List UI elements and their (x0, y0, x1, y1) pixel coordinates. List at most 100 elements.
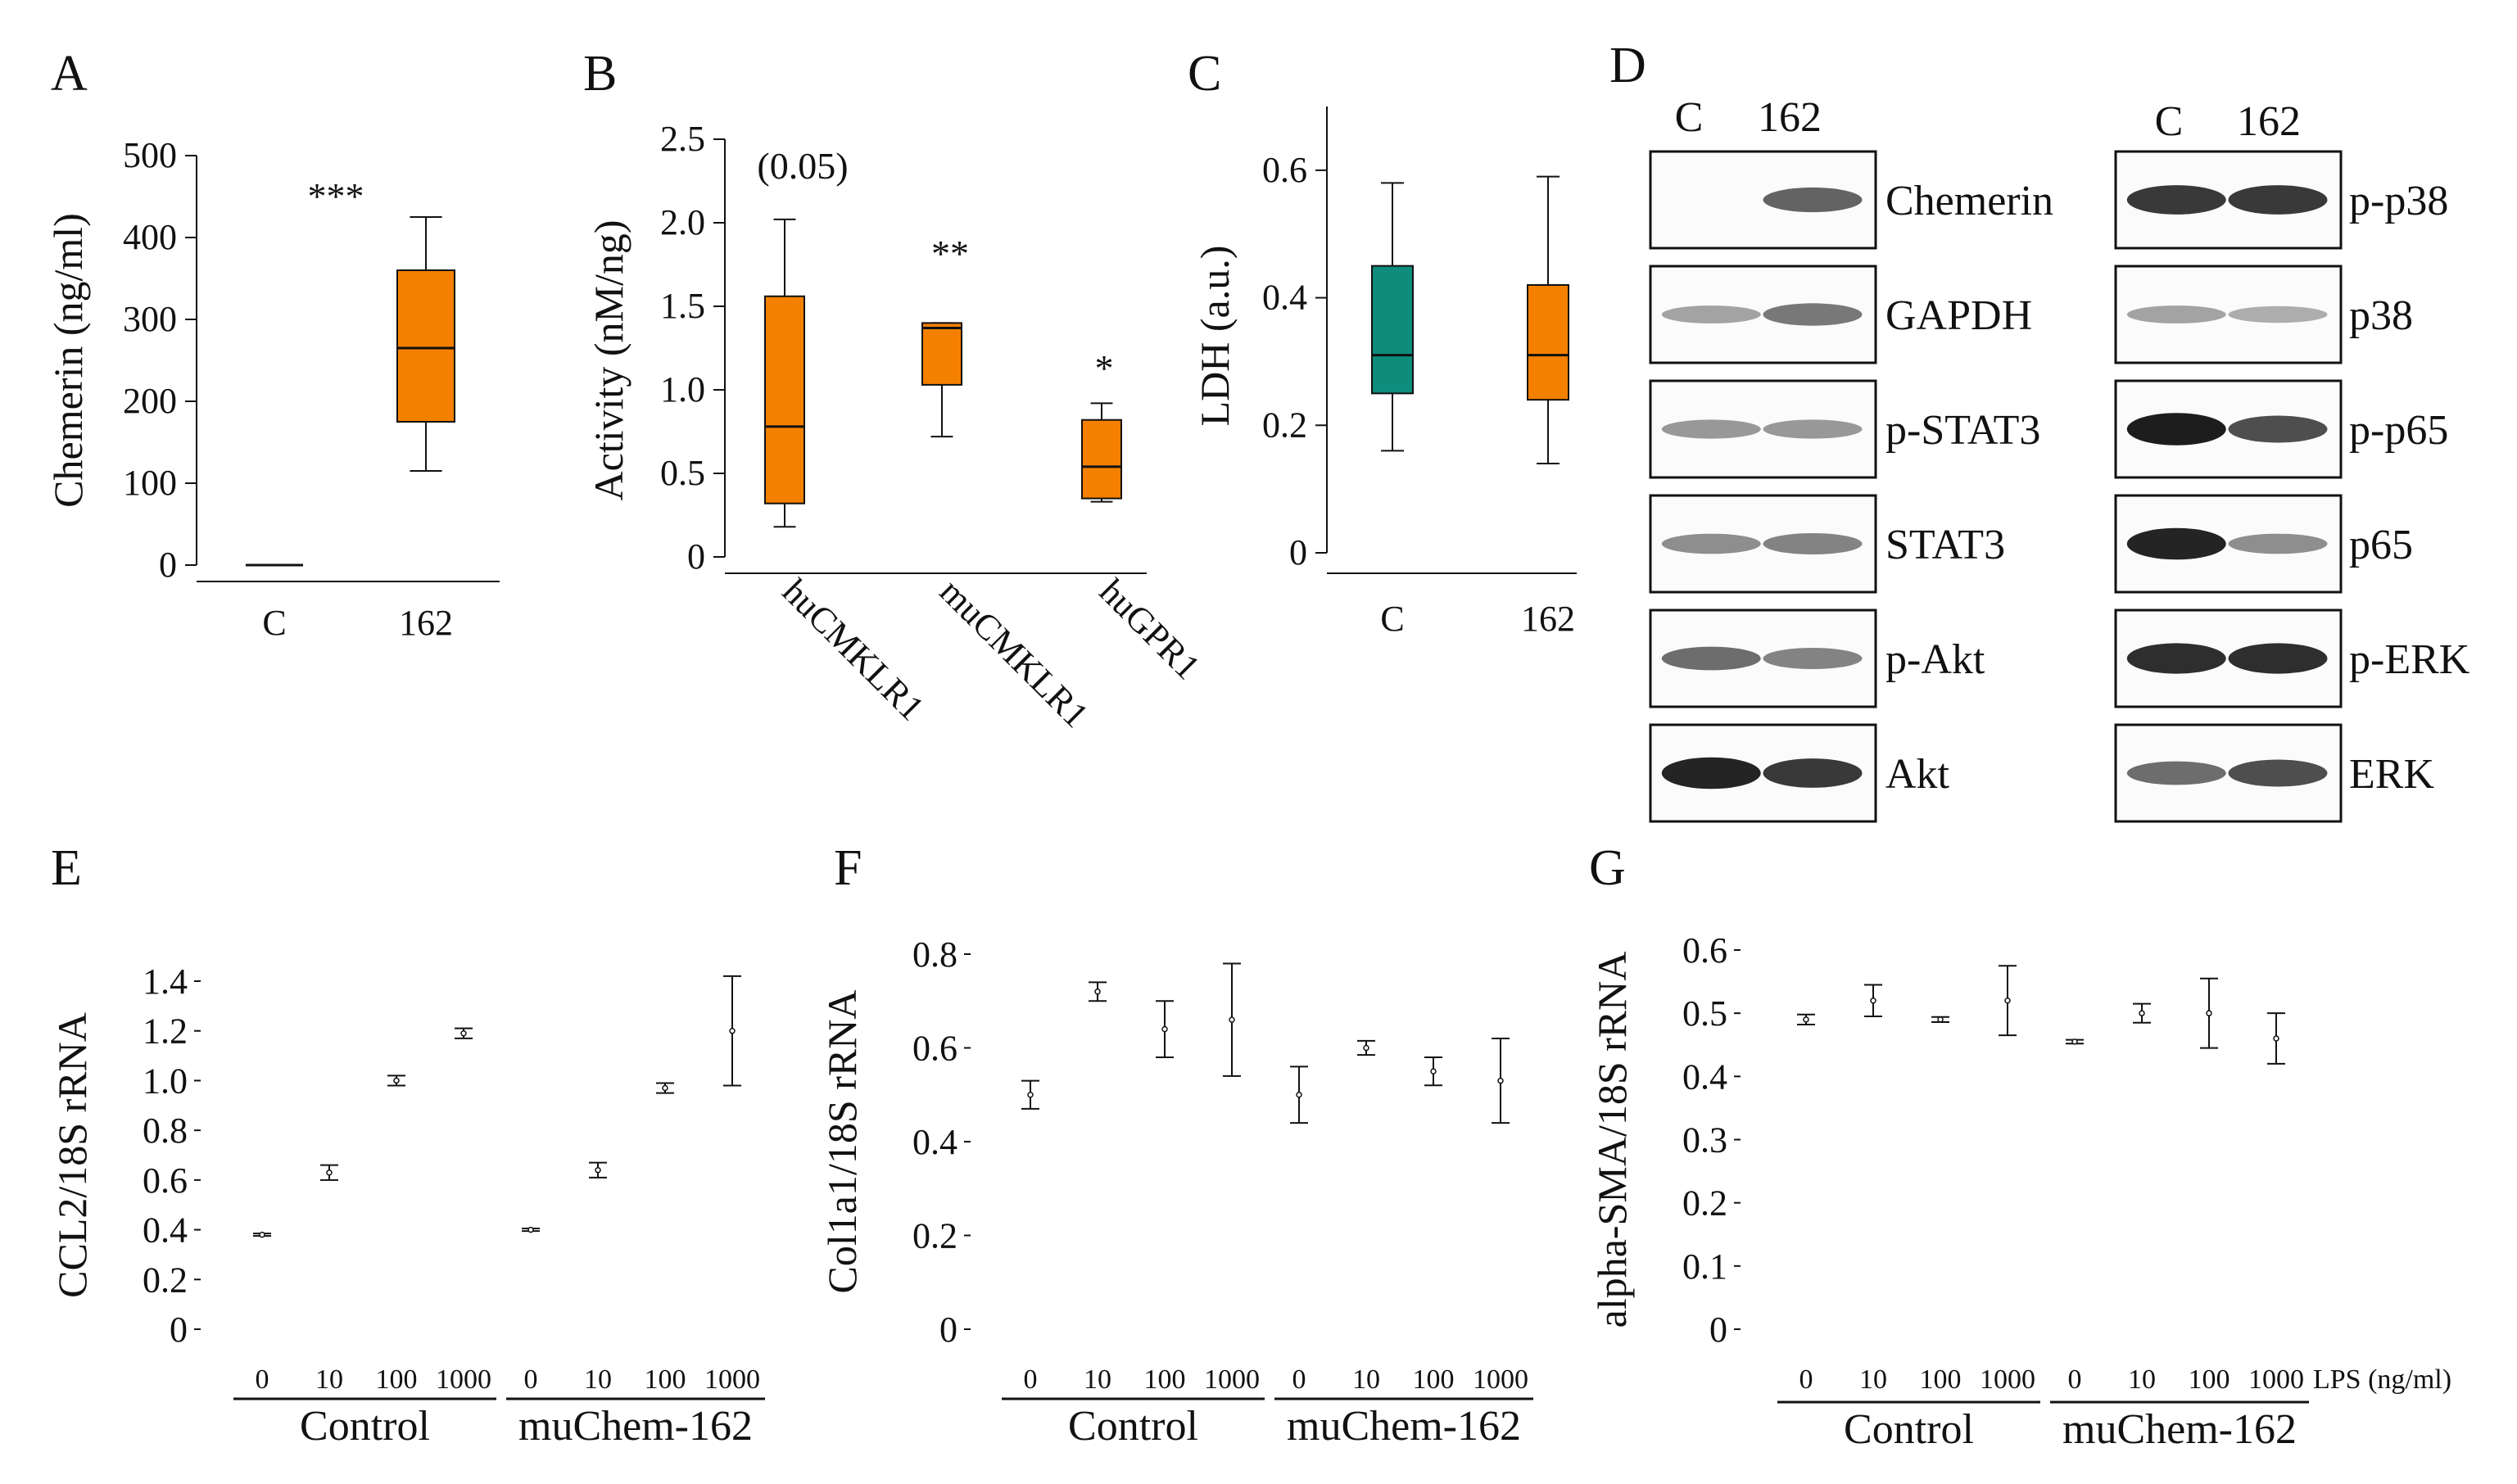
x-tick-label: 1000 (1473, 1364, 1528, 1395)
data-point (393, 1077, 400, 1084)
data-point (1229, 1016, 1235, 1023)
significance-label: *** (308, 175, 364, 217)
data-point (460, 1030, 467, 1037)
x-tick-label: huCMKLR1 (775, 571, 932, 728)
y-tick-label: 0.5 (660, 453, 705, 493)
y-tick-label: 0.4 (912, 1122, 957, 1162)
y-tick-label: 1.2 (143, 1011, 188, 1052)
y-axis-title: Chemerin (ng/ml) (45, 213, 91, 508)
blot-label: Akt (1885, 751, 1950, 798)
x-tick-label: 100 (1920, 1364, 1962, 1395)
panel-letter-d: D (1609, 38, 1646, 93)
x-tick-label: 1000 (704, 1364, 760, 1395)
significance-label: ** (931, 233, 969, 274)
data-point (662, 1084, 668, 1092)
data-point (1363, 1044, 1369, 1052)
blot-band (2126, 761, 2226, 785)
data-point (2273, 1035, 2279, 1042)
y-tick-label: 2.0 (660, 202, 705, 242)
blot-band (2228, 643, 2328, 674)
data-point (729, 1027, 736, 1034)
panel-c-chart: 0 0.2 0.4 0.6 LDH (a.u.) C 162 (1192, 106, 1577, 639)
x-tick-label: 10 (315, 1364, 343, 1395)
group-label-control: Control (300, 1403, 430, 1450)
panel-d-western-blot: Chemerin GAPDH p-STAT3 STAT3 p-Akt Akt p-p38 p3… (1649, 94, 2470, 823)
y-tick-label: 0.8 (912, 934, 957, 975)
group-label-muchem: muChem-162 (2062, 1406, 2297, 1453)
panel-f-chart: 0 0.2 0.4 0.6 0.8 Col1a1/18S rRNA 0 10 100 1000 0 1… (819, 934, 1533, 1450)
x-tick-label: 1000 (1980, 1364, 2035, 1395)
blot-band (2126, 305, 2226, 323)
y-tick-label: 400 (123, 217, 177, 257)
blot-label: p-p65 (2349, 407, 2448, 454)
data-point (259, 1231, 265, 1238)
data-point (1094, 989, 1101, 995)
data-point (1161, 1025, 1168, 1033)
x-tick-label: 0 (1799, 1364, 1813, 1395)
y-tick-label: 0 (159, 545, 177, 585)
y-tick-label: 1.0 (660, 369, 705, 409)
lane-label: 162 (1758, 94, 1822, 141)
y-tick-label: 0.2 (143, 1260, 188, 1300)
y-tick-label: 0.2 (912, 1216, 957, 1256)
blot-band (1661, 646, 1761, 671)
x-tick-label: 100 (376, 1364, 418, 1395)
data-point (326, 1170, 333, 1176)
significance-label: * (1095, 347, 1114, 389)
x-tick-label: 100 (1144, 1364, 1186, 1395)
y-tick-label: 1.5 (660, 286, 705, 326)
data-point (1937, 1016, 1944, 1023)
box-iqr (764, 295, 805, 504)
box-iqr (396, 269, 455, 423)
y-tick-label: 0 (939, 1310, 957, 1350)
panel-letter-e: E (51, 840, 82, 896)
x-tick-label: 1000 (436, 1364, 491, 1395)
x-tick-label: 10 (1859, 1364, 1887, 1395)
x-tick-label: 100 (2189, 1364, 2230, 1395)
y-tick-label: 0.5 (1682, 993, 1727, 1034)
y-tick-label: 0 (1709, 1310, 1727, 1350)
group-label-control: Control (1068, 1403, 1198, 1450)
blot-label: p65 (2349, 522, 2413, 568)
y-tick-label: 0.6 (1262, 150, 1307, 190)
data-point (1430, 1068, 1437, 1075)
blot-band (1763, 648, 1863, 669)
y-tick-label: 1.4 (143, 961, 188, 1002)
blot-label: GAPDH (1885, 292, 2032, 339)
blot-label: p-p38 (2349, 178, 2448, 224)
y-tick-label: 0.4 (143, 1210, 188, 1251)
y-tick-label: 0.6 (143, 1161, 188, 1201)
blot-band (2126, 413, 2226, 446)
data-point (1870, 997, 1876, 1004)
blot-band (2228, 533, 2328, 554)
y-tick-label: 0.4 (1682, 1056, 1727, 1097)
box-iqr (1081, 419, 1122, 500)
data-point (1803, 1016, 1809, 1023)
blot-band (2126, 527, 2226, 560)
blot-band (1763, 303, 1863, 326)
p-value-label: (0.05) (757, 145, 848, 187)
x-tick-label: 10 (1084, 1364, 1111, 1395)
y-tick-label: 500 (123, 135, 177, 175)
data-point (1296, 1092, 1302, 1098)
x-tick-label: 162 (1521, 599, 1575, 639)
blot-label: Chemerin (1885, 178, 2053, 224)
blot-label: STAT3 (1885, 522, 2005, 568)
y-tick-label: 0.2 (1682, 1183, 1727, 1224)
group-label-muchem: muChem-162 (518, 1403, 753, 1450)
x-tick-label: 0 (524, 1364, 538, 1395)
group-label-control: Control (1844, 1406, 1974, 1453)
y-tick-label: 2.5 (660, 119, 705, 159)
data-point (2004, 997, 2011, 1004)
y-tick-label: 0 (1289, 532, 1307, 572)
y-axis-title: LDH (a.u.) (1192, 246, 1238, 427)
panel-a-chart: 0 100 200 300 400 500 Chemerin (ng/ml) C 162 *** (45, 135, 500, 643)
blot-band (2228, 759, 2328, 787)
y-tick-label: 200 (123, 381, 177, 421)
x-tick-label: huGPR1 (1092, 571, 1208, 687)
group-label-muchem: muChem-162 (1287, 1403, 1521, 1450)
x-tick-label: 10 (1352, 1364, 1380, 1395)
data-point (595, 1166, 601, 1174)
panel-letter-f: F (834, 840, 862, 896)
